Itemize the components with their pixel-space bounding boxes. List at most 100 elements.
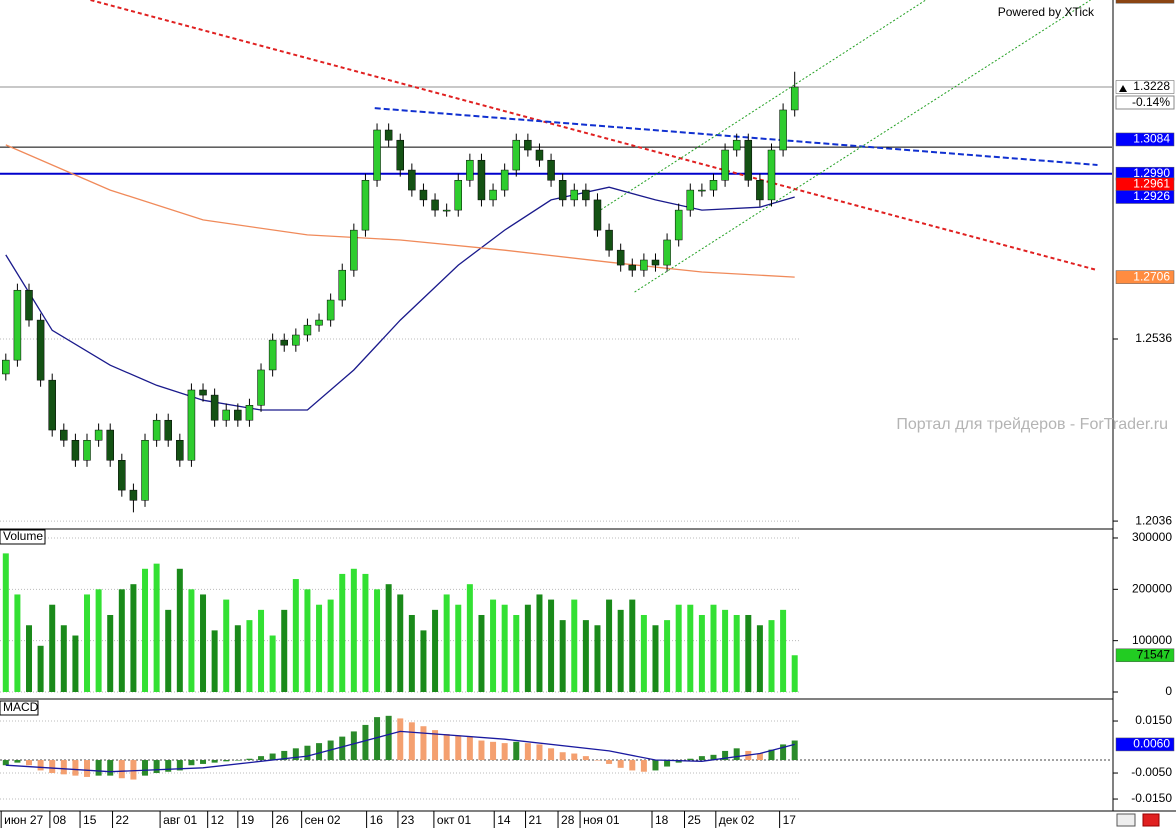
macd-bar (37, 760, 44, 771)
macd-bar (269, 753, 276, 761)
volume-bar (374, 589, 381, 692)
volume-bar (188, 589, 195, 692)
price-marker-label: 1.3084 (1133, 132, 1170, 146)
candle-body (245, 405, 254, 421)
macd-title-box (0, 700, 39, 716)
macd-bar (84, 760, 91, 777)
x-tick-label: 12 (211, 813, 225, 827)
candle-body (396, 139, 405, 171)
candle-body (582, 189, 590, 201)
volume-bar (316, 604, 323, 692)
toolbar-icon[interactable] (1116, 813, 1136, 827)
candle-body (141, 439, 149, 501)
y-tick-label: -0.0150 (1131, 791, 1172, 805)
y-tick-label: 1.2036 (1135, 513, 1172, 527)
volume-bar (269, 635, 276, 692)
x-tick-label: 21 (529, 813, 543, 827)
volume-bar (652, 625, 659, 692)
candle-body (129, 489, 138, 501)
candle-body (709, 179, 718, 191)
candle-body (524, 139, 532, 151)
macd-bar (72, 760, 79, 776)
volume-bar (60, 625, 67, 692)
macd-bar (698, 756, 705, 761)
price-marker (1115, 648, 1175, 663)
candle-body (152, 419, 161, 441)
candle-body (651, 259, 660, 266)
macd-bar (362, 724, 369, 761)
volume-bar (722, 609, 729, 692)
x-tick-label: 08 (53, 813, 67, 827)
volume-bar (501, 604, 508, 692)
candle-body (732, 139, 741, 151)
volume-bar (211, 630, 218, 692)
price-marker (1115, 80, 1175, 94)
exit-icon[interactable] (1142, 813, 1160, 827)
candle-body (489, 189, 497, 201)
volume-bar (780, 609, 787, 692)
candle-body (94, 429, 103, 441)
macd-bar (455, 735, 462, 761)
volume-bar (594, 625, 601, 692)
volume-bar (548, 599, 555, 692)
macd-bar (304, 745, 311, 761)
macd-bar (258, 756, 265, 761)
macd-bar (339, 736, 346, 761)
volume-bar (513, 614, 520, 692)
macd-bar (234, 760, 241, 761)
price-marker-label: 71547 (1137, 647, 1171, 661)
volume-bar (14, 594, 21, 692)
volume-bar (107, 614, 114, 692)
candle-body (13, 289, 22, 361)
volume-bar (234, 625, 241, 692)
macd-bar (687, 758, 694, 761)
candle-body (477, 159, 486, 201)
candle-body (176, 439, 184, 461)
volume-bar (165, 609, 172, 692)
candle-body (384, 129, 393, 141)
volume-bar (327, 599, 334, 692)
volume-bar (582, 620, 589, 692)
trend-line (90, 0, 1098, 272)
x-tick-label: сен 02 (305, 813, 341, 827)
volume-bar (756, 625, 763, 692)
candle-body (512, 139, 521, 171)
volume-bar (118, 589, 125, 692)
candle-body (361, 179, 370, 231)
candle-body (535, 149, 544, 161)
volume-bar (246, 620, 253, 692)
macd-bar (420, 726, 427, 761)
candle-body (303, 324, 312, 336)
x-tick-label: 26 (276, 813, 290, 827)
macd-bar (188, 760, 195, 766)
x-tick-label: дек 02 (719, 813, 755, 827)
macd-bar (130, 760, 137, 780)
macd-bar (432, 730, 439, 761)
volume-bar (640, 614, 647, 692)
y-tick-label: 1.2536 (1135, 331, 1172, 345)
macd-bar (316, 743, 323, 761)
macd-bar (722, 750, 729, 761)
macd-bar (246, 758, 253, 761)
price-marker-label: 1.2706 (1133, 269, 1170, 283)
macd-bar (385, 715, 392, 761)
volume-bar (292, 579, 299, 692)
macd-bar (374, 717, 381, 761)
volume-bar (130, 584, 137, 692)
candle-body (767, 149, 776, 201)
candle-body (744, 139, 753, 181)
volume-bar (153, 563, 160, 692)
volume-bar (664, 620, 671, 692)
candle-body (210, 394, 219, 421)
y-tick-label: 0.0150 (1135, 713, 1172, 727)
macd-bar (617, 760, 624, 768)
x-tick-label: 15 (83, 813, 97, 827)
candle-body (442, 209, 451, 212)
volume-bar (571, 599, 578, 692)
up-arrow (1119, 85, 1127, 92)
volume-bar (791, 655, 798, 692)
candle-body (25, 289, 33, 321)
volume-bar (26, 625, 33, 692)
x-tick-label: окт 01 (437, 813, 472, 827)
